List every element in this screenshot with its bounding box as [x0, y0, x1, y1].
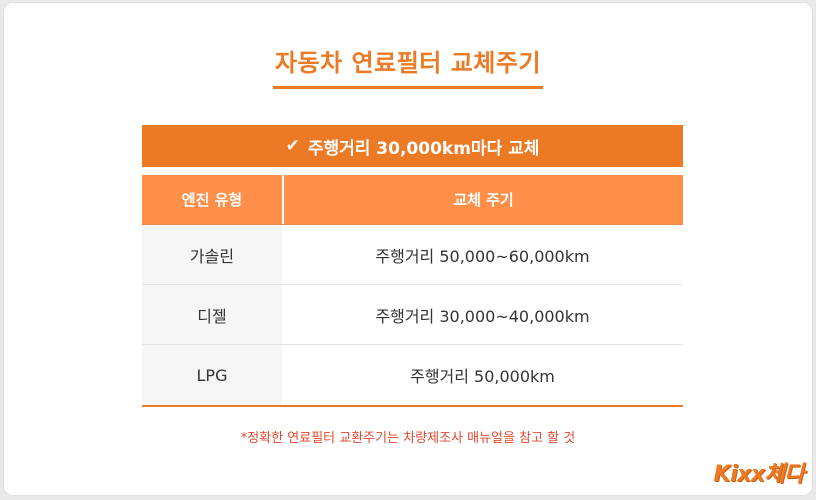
title-wrap: 자동차 연료필터 교체주기	[4, 43, 812, 89]
cycle-cell: 주행거리 50,000~60,000km	[282, 225, 683, 284]
cycle-cell: 주행거리 30,000~40,000km	[282, 285, 683, 344]
brand-logo: Kixx체다	[713, 462, 805, 487]
footnote: *정확한 연료필터 교환주기는 차량제조사 매뉴얼을 참고 할 것	[240, 431, 576, 446]
engine-cell: LPG	[142, 345, 282, 405]
table-row: LPG 주행거리 50,000km	[142, 345, 683, 407]
table-row: 디젤 주행거리 30,000~40,000km	[142, 285, 683, 345]
engine-cell: 가솔린	[142, 225, 282, 284]
check-icon: ✔	[285, 136, 300, 156]
summary-banner: ✔ 주행거리 30,000km마다 교체	[142, 125, 683, 167]
header-cycle: 교체 주기	[453, 191, 514, 209]
replacement-table: ✔ 주행거리 30,000km마다 교체 엔진 유형 교체 주기 가솔린 주행거…	[142, 125, 683, 407]
header-engine-type: 엔진 유형	[142, 175, 284, 224]
cycle-cell: 주행거리 50,000km	[282, 345, 683, 405]
page-title: 자동차 연료필터 교체주기	[272, 43, 544, 89]
summary-text: 주행거리 30,000km마다 교체	[307, 138, 540, 159]
table-header: 엔진 유형 교체 주기	[142, 175, 683, 225]
spacer	[142, 167, 683, 175]
table-row: 가솔린 주행거리 50,000~60,000km	[142, 225, 683, 285]
content-card: 자동차 연료필터 교체주기 ✔ 주행거리 30,000km마다 교체 엔진 유형…	[3, 2, 813, 496]
engine-cell: 디젤	[142, 285, 282, 344]
